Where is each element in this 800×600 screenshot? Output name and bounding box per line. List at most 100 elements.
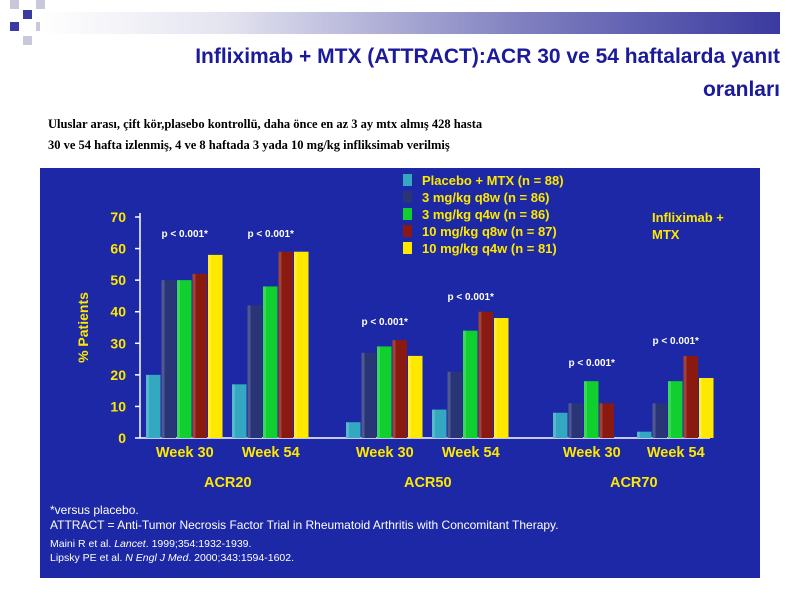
bar [637, 431, 652, 438]
bar-highlight [553, 412, 556, 438]
bar-highlight [208, 254, 211, 438]
legend-entry: Placebo + MTX (n = 88) [422, 173, 564, 188]
bar-highlight [346, 422, 349, 438]
bar-highlight [432, 409, 435, 438]
bar [232, 384, 247, 438]
y-tick-label: 20 [110, 367, 126, 383]
bar [161, 280, 176, 438]
bar [432, 409, 447, 438]
legend-entry: 3 mg/kg q8w (n = 86) [422, 190, 550, 205]
bar [447, 371, 462, 438]
bar [652, 403, 667, 438]
category-label: Week 54 [242, 445, 300, 461]
bar-highlight [377, 346, 380, 438]
bar-highlight [599, 403, 603, 438]
bar [377, 346, 392, 438]
bar [494, 318, 509, 438]
p-value-annotation: p < 0.001* [569, 358, 616, 369]
group-label: ACR70 [610, 475, 658, 491]
bar-highlight [361, 352, 365, 438]
chart-panel: 0 10 20 30 40 50 60 70 % Patients Week 30 Week 54 A… [40, 168, 760, 578]
bar [668, 381, 683, 438]
chart-footnotes: *versus placebo. ATTRACT = Anti-Tumor Ne… [50, 503, 750, 565]
bar [192, 273, 207, 438]
legend-entry: 10 mg/kg q8w (n = 87) [422, 224, 557, 239]
reference-lipsky-details: . 2000;343:1594-1602. [188, 552, 295, 564]
p-value-annotation: p < 0.001* [248, 229, 295, 240]
legend-entry: 3 mg/kg q4w (n = 86) [422, 207, 550, 222]
bar [208, 254, 223, 438]
reference-maini-details: . 1999;354:1932-1939. [145, 538, 252, 550]
y-tick-label: 70 [110, 209, 126, 225]
inset-label-line-2: MTX [652, 227, 680, 242]
bar [346, 422, 361, 438]
bar [392, 340, 407, 438]
legend-entry: 10 mg/kg q4w (n = 81) [422, 241, 557, 256]
y-tick-label: 30 [110, 335, 126, 351]
bar [699, 378, 714, 438]
inset-label-line-1: Infliximab + [652, 210, 724, 225]
category-label: Week 30 [356, 445, 414, 461]
study-description-line-2: 30 ve 54 hafta izlenmiş, 4 ve 8 haftada … [48, 138, 450, 152]
reference-maini-journal: Lancet [114, 538, 146, 550]
bar [247, 305, 262, 438]
p-value-annotation: p < 0.001* [362, 317, 409, 328]
slide-title: Infliximab + MTX (ATTRACT):ACR 30 ve 54 … [195, 45, 780, 101]
bar [294, 251, 309, 438]
bar [408, 355, 423, 438]
y-tick-label: 50 [110, 272, 126, 288]
bar [683, 355, 698, 438]
bar [584, 381, 599, 438]
bar-highlight [146, 374, 149, 438]
legend-swatch [403, 242, 412, 254]
category-label: Week 30 [563, 445, 621, 461]
bar [478, 311, 493, 438]
y-tick-label: 40 [110, 304, 126, 320]
bar-highlight [161, 280, 165, 438]
bar-highlight [637, 431, 640, 438]
bar-highlight [568, 403, 572, 438]
bar-highlight [447, 371, 451, 438]
bar [361, 352, 376, 438]
bar-highlight [263, 286, 266, 438]
study-description: Uluslar arası, çift kör,plasebo kontroll… [48, 114, 768, 156]
footnote-versus-placebo: *versus placebo. [50, 503, 139, 517]
bar [568, 403, 583, 438]
bar-highlight [652, 403, 656, 438]
bar [553, 412, 568, 438]
bar-highlight [408, 355, 411, 438]
p-value-annotation: p < 0.001* [653, 336, 700, 347]
y-axis-label: % Patients [75, 292, 91, 363]
legend-swatch [403, 191, 412, 203]
bar-highlight [584, 381, 587, 438]
bar-highlight [232, 384, 235, 438]
bar-highlight [278, 251, 282, 438]
y-tick-label: 60 [110, 241, 126, 257]
bar [463, 330, 478, 438]
bar-highlight [494, 318, 497, 438]
legend-swatch [403, 225, 412, 237]
bar [278, 251, 293, 438]
bar-highlight [192, 273, 196, 438]
y-tick-label: 10 [110, 398, 126, 414]
bar-highlight [177, 280, 180, 438]
bar-highlight [247, 305, 251, 438]
bar-chart: 0 10 20 30 40 50 60 70 % Patients Week 30 Week 54 A… [75, 173, 724, 491]
category-label: Week 54 [647, 445, 705, 461]
y-tick-label: 0 [118, 430, 126, 446]
bar-highlight [478, 311, 482, 438]
legend-swatch [403, 208, 412, 220]
category-label: Week 30 [156, 445, 214, 461]
bar-highlight [463, 330, 466, 438]
category-label: Week 54 [442, 445, 500, 461]
group-label: ACR20 [204, 475, 252, 491]
bar [146, 374, 161, 438]
footnote-attract-definition: ATTRACT = Anti-Tumor Necrosis Factor Tri… [50, 518, 559, 532]
title-gradient-bar [40, 12, 780, 34]
bar-highlight [294, 251, 297, 438]
legend-swatch [403, 174, 412, 186]
bar-highlight [683, 355, 687, 438]
reference-maini-authors: Maini R et al. [50, 538, 115, 550]
p-value-annotation: p < 0.001* [162, 229, 209, 240]
reference-lipsky: Lipsky PE et al. N Engl J Med. 2000;343:… [50, 551, 750, 565]
